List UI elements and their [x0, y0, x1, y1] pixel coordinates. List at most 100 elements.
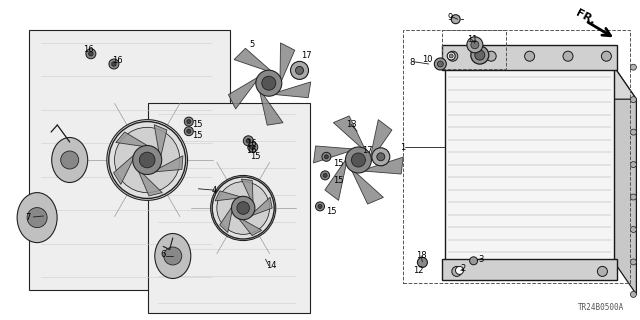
- Text: 14: 14: [266, 261, 276, 270]
- Text: 7: 7: [26, 213, 31, 222]
- Circle shape: [88, 52, 93, 56]
- Circle shape: [377, 153, 385, 161]
- Ellipse shape: [155, 234, 191, 278]
- Polygon shape: [260, 91, 283, 125]
- Circle shape: [351, 153, 365, 167]
- Circle shape: [525, 51, 534, 61]
- Polygon shape: [614, 67, 636, 294]
- Text: 4: 4: [211, 186, 216, 195]
- Bar: [442, 45, 618, 70]
- Circle shape: [318, 204, 322, 208]
- Circle shape: [467, 37, 483, 53]
- Circle shape: [449, 54, 453, 58]
- Polygon shape: [250, 197, 272, 216]
- Polygon shape: [237, 217, 262, 236]
- Circle shape: [630, 162, 636, 168]
- Circle shape: [250, 145, 255, 149]
- Polygon shape: [154, 125, 167, 158]
- Circle shape: [140, 152, 155, 168]
- Circle shape: [471, 41, 479, 49]
- Polygon shape: [148, 103, 310, 313]
- Bar: [442, 30, 506, 69]
- Circle shape: [115, 127, 180, 193]
- Circle shape: [630, 129, 636, 135]
- Bar: [442, 260, 618, 280]
- Polygon shape: [29, 30, 230, 290]
- Text: TR24B0500A: TR24B0500A: [578, 303, 624, 312]
- Text: 10: 10: [422, 55, 433, 64]
- Polygon shape: [273, 82, 311, 98]
- Circle shape: [372, 148, 390, 166]
- Circle shape: [237, 202, 250, 214]
- Text: 15: 15: [250, 152, 260, 161]
- Polygon shape: [153, 156, 183, 172]
- Polygon shape: [116, 132, 149, 147]
- Circle shape: [184, 117, 193, 126]
- Text: 9: 9: [448, 13, 453, 22]
- Circle shape: [296, 66, 303, 74]
- Polygon shape: [314, 146, 354, 163]
- Circle shape: [248, 142, 258, 152]
- Circle shape: [447, 52, 455, 60]
- Polygon shape: [351, 170, 383, 204]
- Circle shape: [435, 58, 446, 70]
- Circle shape: [323, 173, 327, 177]
- Text: 13: 13: [346, 120, 356, 129]
- Polygon shape: [370, 120, 392, 161]
- Polygon shape: [220, 206, 233, 233]
- Circle shape: [448, 51, 458, 61]
- Text: 16: 16: [246, 140, 257, 148]
- Circle shape: [456, 266, 463, 274]
- Text: 6: 6: [160, 250, 165, 259]
- Circle shape: [107, 120, 188, 200]
- Text: 11: 11: [467, 36, 477, 44]
- Text: 5: 5: [250, 40, 255, 49]
- Circle shape: [217, 182, 269, 234]
- Circle shape: [452, 266, 462, 276]
- Circle shape: [451, 15, 460, 24]
- Circle shape: [486, 51, 496, 61]
- Text: 17: 17: [362, 146, 372, 155]
- Text: 12: 12: [413, 266, 423, 275]
- Text: 15: 15: [192, 120, 202, 129]
- Text: 2: 2: [461, 264, 466, 273]
- Circle shape: [563, 51, 573, 61]
- Circle shape: [417, 257, 428, 268]
- Circle shape: [630, 194, 636, 200]
- Circle shape: [246, 139, 251, 143]
- Circle shape: [470, 257, 477, 265]
- Text: 15: 15: [333, 159, 343, 168]
- Circle shape: [132, 146, 162, 174]
- Text: 15: 15: [192, 132, 202, 140]
- Polygon shape: [228, 77, 259, 109]
- Circle shape: [187, 129, 191, 133]
- Text: 16: 16: [246, 146, 257, 155]
- Text: 16: 16: [112, 56, 123, 65]
- Text: 15: 15: [333, 176, 343, 185]
- Circle shape: [630, 292, 636, 297]
- Polygon shape: [113, 154, 135, 184]
- Polygon shape: [280, 43, 295, 83]
- Text: 1: 1: [400, 143, 405, 152]
- Circle shape: [27, 208, 47, 228]
- Bar: [445, 67, 614, 262]
- Polygon shape: [333, 116, 365, 150]
- Circle shape: [86, 49, 96, 59]
- Ellipse shape: [17, 193, 57, 243]
- Circle shape: [324, 155, 328, 159]
- Circle shape: [61, 151, 79, 169]
- Text: 8: 8: [410, 58, 415, 67]
- Circle shape: [211, 175, 276, 241]
- Text: 18: 18: [416, 252, 427, 260]
- Circle shape: [475, 50, 485, 60]
- Circle shape: [316, 202, 324, 211]
- Polygon shape: [138, 169, 163, 196]
- Bar: [403, 30, 630, 283]
- Circle shape: [437, 61, 444, 67]
- Circle shape: [346, 147, 371, 173]
- Polygon shape: [234, 48, 272, 72]
- Polygon shape: [325, 159, 347, 200]
- Circle shape: [630, 227, 636, 233]
- Circle shape: [602, 51, 611, 61]
- Circle shape: [630, 64, 636, 70]
